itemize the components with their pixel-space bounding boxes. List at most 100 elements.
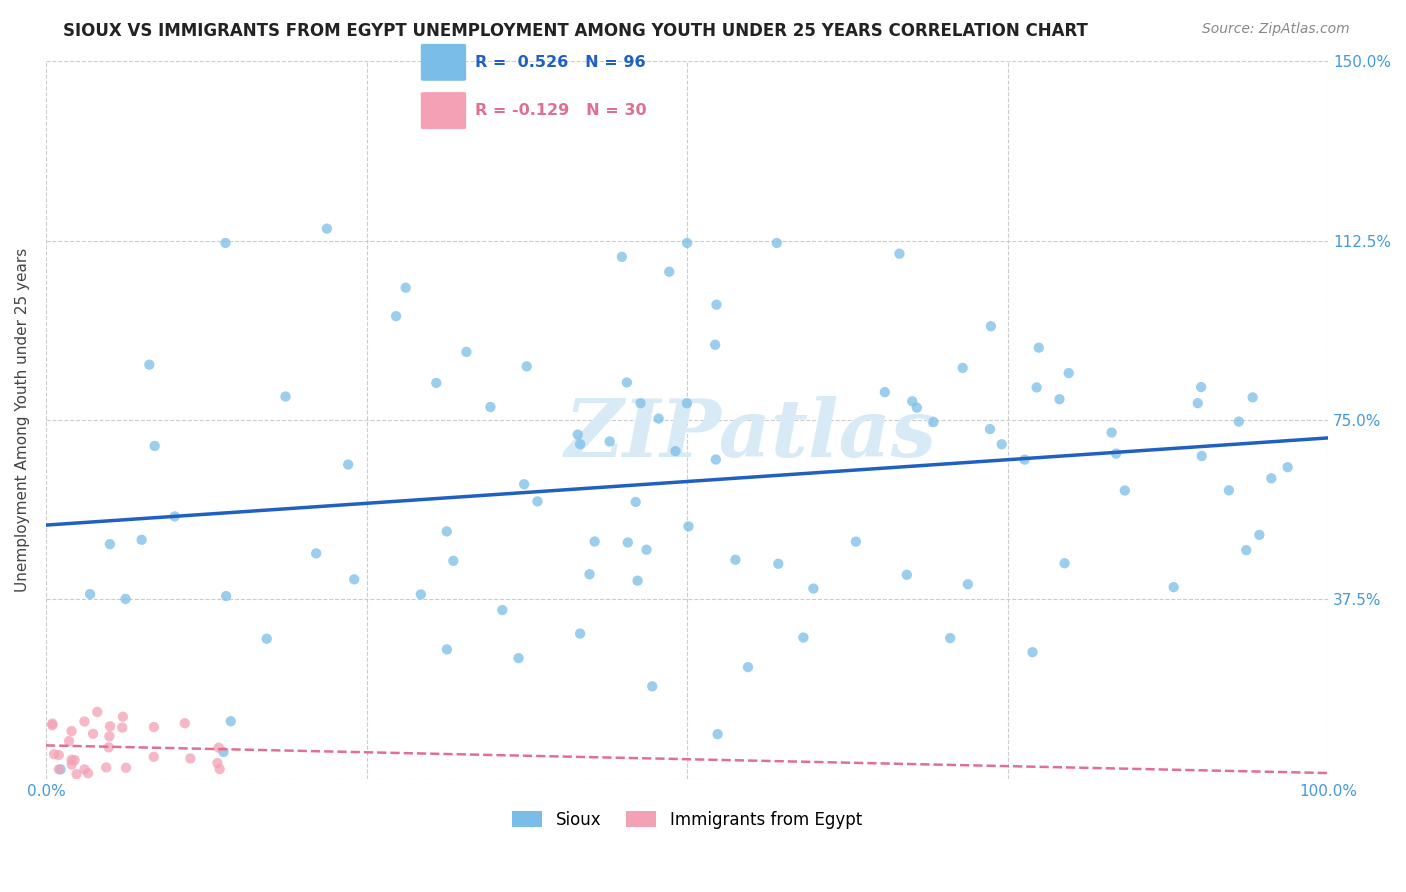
Point bbox=[1049, 392, 1071, 407]
Point bbox=[1163, 580, 1185, 594]
Point bbox=[979, 422, 1001, 436]
Point bbox=[208, 740, 231, 755]
Point bbox=[616, 376, 638, 390]
Point bbox=[765, 235, 787, 250]
Point bbox=[60, 757, 83, 772]
Point bbox=[624, 495, 647, 509]
Point bbox=[305, 546, 328, 560]
Point bbox=[111, 721, 134, 735]
Point bbox=[630, 396, 652, 410]
Point bbox=[704, 452, 727, 467]
Point bbox=[508, 651, 530, 665]
FancyBboxPatch shape bbox=[420, 44, 467, 81]
Point bbox=[1260, 471, 1282, 485]
Point bbox=[98, 729, 121, 743]
Legend: Sioux, Immigrants from Egypt: Sioux, Immigrants from Egypt bbox=[506, 804, 869, 835]
Point bbox=[952, 360, 974, 375]
Point bbox=[873, 385, 896, 400]
Point bbox=[436, 642, 458, 657]
Text: R = -0.129   N = 30: R = -0.129 N = 30 bbox=[475, 103, 647, 118]
Point bbox=[41, 716, 63, 731]
Point bbox=[65, 767, 87, 781]
Text: ZIPatlas: ZIPatlas bbox=[565, 396, 938, 473]
Point bbox=[1028, 341, 1050, 355]
Point bbox=[922, 415, 945, 429]
Point bbox=[41, 718, 63, 732]
Point bbox=[131, 533, 153, 547]
Point bbox=[63, 753, 86, 767]
Point bbox=[1014, 452, 1036, 467]
Point bbox=[111, 709, 134, 723]
FancyBboxPatch shape bbox=[420, 92, 467, 129]
Point bbox=[569, 437, 592, 451]
Point bbox=[583, 534, 606, 549]
Point bbox=[1249, 528, 1271, 542]
Point bbox=[1189, 380, 1212, 394]
Point bbox=[578, 567, 600, 582]
Point bbox=[1234, 543, 1257, 558]
Point bbox=[142, 749, 165, 764]
Point bbox=[706, 298, 728, 312]
Point bbox=[114, 591, 136, 606]
Point bbox=[48, 762, 70, 776]
Point bbox=[768, 557, 790, 571]
Point bbox=[337, 458, 360, 472]
Point bbox=[956, 577, 979, 591]
Point bbox=[1218, 483, 1240, 498]
Point bbox=[173, 716, 195, 731]
Point bbox=[142, 720, 165, 734]
Point bbox=[617, 535, 640, 549]
Point bbox=[94, 760, 117, 774]
Point bbox=[98, 537, 121, 551]
Point bbox=[513, 477, 536, 491]
Point bbox=[425, 376, 447, 390]
Point bbox=[214, 235, 236, 250]
Point bbox=[599, 434, 621, 449]
Point bbox=[163, 509, 186, 524]
Point bbox=[79, 587, 101, 601]
Point bbox=[889, 246, 911, 260]
Text: SIOUX VS IMMIGRANTS FROM EGYPT UNEMPLOYMENT AMONG YOUTH UNDER 25 YEARS CORRELATI: SIOUX VS IMMIGRANTS FROM EGYPT UNEMPLOYM… bbox=[63, 22, 1088, 40]
Point bbox=[706, 727, 728, 741]
Point bbox=[436, 524, 458, 539]
Point bbox=[980, 319, 1002, 334]
Point bbox=[256, 632, 278, 646]
Point bbox=[219, 714, 242, 729]
Point bbox=[664, 444, 686, 458]
Text: Source: ZipAtlas.com: Source: ZipAtlas.com bbox=[1202, 22, 1350, 37]
Point bbox=[274, 390, 297, 404]
Point bbox=[1277, 460, 1299, 475]
Point bbox=[678, 519, 700, 533]
Point bbox=[724, 553, 747, 567]
Text: R =  0.526   N = 96: R = 0.526 N = 96 bbox=[475, 54, 645, 70]
Point bbox=[1101, 425, 1123, 440]
Point bbox=[1227, 415, 1250, 429]
Point bbox=[641, 679, 664, 693]
Point bbox=[60, 753, 83, 767]
Point bbox=[98, 719, 121, 733]
Point bbox=[901, 394, 924, 409]
Point bbox=[77, 766, 100, 780]
Point bbox=[569, 626, 592, 640]
Point bbox=[179, 751, 201, 765]
Point bbox=[82, 727, 104, 741]
Point bbox=[516, 359, 538, 374]
Point bbox=[526, 494, 548, 508]
Point bbox=[803, 582, 825, 596]
Point bbox=[409, 587, 432, 601]
Point bbox=[626, 574, 648, 588]
Point bbox=[343, 572, 366, 586]
Point bbox=[939, 631, 962, 645]
Point bbox=[58, 734, 80, 748]
Point bbox=[115, 761, 138, 775]
Point bbox=[905, 401, 928, 415]
Point bbox=[1053, 556, 1076, 570]
Point bbox=[636, 542, 658, 557]
Point bbox=[441, 554, 464, 568]
Point bbox=[97, 740, 120, 755]
Point bbox=[567, 427, 589, 442]
Point bbox=[1241, 391, 1264, 405]
Point bbox=[456, 344, 478, 359]
Point bbox=[1057, 366, 1080, 380]
Point bbox=[1025, 380, 1047, 394]
